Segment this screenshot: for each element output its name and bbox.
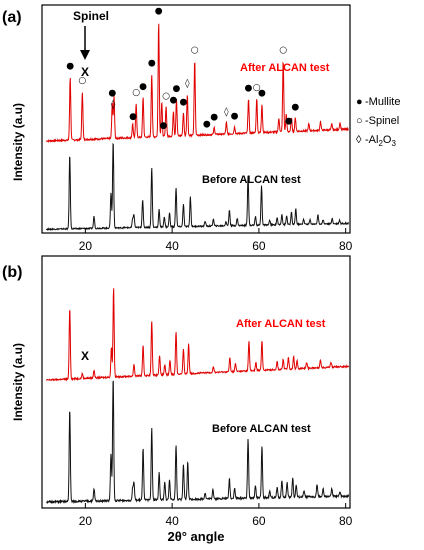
phase-marker: ● bbox=[155, 6, 163, 16]
phase-marker: ● bbox=[285, 116, 293, 126]
panel-b-x-mark: X bbox=[81, 349, 89, 363]
panel-a-plot-frame bbox=[41, 4, 351, 234]
phase-marker: ● bbox=[173, 84, 181, 94]
xrd-trace-before bbox=[46, 380, 350, 505]
legend-spinel-label: -Spinel bbox=[365, 115, 399, 127]
phase-marker: ◊ bbox=[111, 99, 116, 110]
phase-marker: ● bbox=[170, 96, 178, 106]
legend-al2o3-label: -Al2O3 bbox=[365, 134, 396, 148]
panel-a: (a) Intensity (a.u) ●○◊● ○●●●●●○ ●●●◊○●●◊ ●… bbox=[2, 4, 400, 253]
phase-marker: ○ bbox=[253, 83, 261, 93]
panel-a-label: (a) bbox=[2, 9, 22, 26]
phase-marker: ● bbox=[129, 112, 137, 122]
phase-marker: ● bbox=[108, 88, 116, 98]
xrd-trace-after bbox=[46, 23, 349, 144]
panel-b-label: (b) bbox=[2, 264, 22, 281]
phase-marker: ○ bbox=[191, 45, 199, 55]
legend-spinel-symbol: ○ bbox=[356, 115, 363, 127]
phase-marker: ● bbox=[258, 89, 266, 99]
legend-mullite-symbol: ● bbox=[356, 96, 363, 108]
phase-marker: ◊ bbox=[224, 106, 229, 117]
phase-marker: ● bbox=[66, 62, 74, 72]
panel-b-plot-frame bbox=[41, 255, 351, 509]
phase-marker: ○ bbox=[279, 45, 287, 55]
phase-marker: ● bbox=[139, 82, 147, 92]
phase-marker: ● bbox=[231, 112, 239, 122]
spinel-arrowhead bbox=[80, 50, 90, 60]
phase-marker: ○ bbox=[162, 91, 170, 101]
xrd-trace-before bbox=[45, 142, 350, 232]
panel-b-y-axis-label: Intensity (a.u) bbox=[11, 343, 25, 421]
panel-a-phase-markers: ●○◊● ○●●●●●○ ●●●◊○●●◊ ●● ○●○●● bbox=[66, 6, 299, 131]
panel-a-y-axis-label: Intensity (a.u) bbox=[11, 103, 25, 181]
spinel-arrow-label: Spinel bbox=[73, 9, 109, 23]
phase-marker: ● bbox=[203, 120, 211, 130]
phase-marker: ○ bbox=[78, 76, 86, 86]
phase-marker: ● bbox=[245, 83, 253, 93]
phase-legend: ● -Mullite ○ -Spinel ◊ -Al2O3 bbox=[356, 96, 400, 148]
x-tick-label: 80 bbox=[339, 239, 353, 253]
panel-b-after-label: After ALCAN test bbox=[236, 318, 326, 330]
panel-b: (b) Intensity (a.u) 20 40 60 80 X After ALC… bbox=[2, 255, 353, 544]
spinel-x-mark: X bbox=[81, 65, 89, 79]
panel-b-before-label: Before ALCAN test bbox=[212, 423, 311, 435]
x-tick-label: 80 bbox=[339, 514, 353, 528]
x-tick-label: 60 bbox=[252, 514, 266, 528]
legend-al2o3-symbol: ◊ bbox=[356, 134, 362, 146]
phase-marker: ● bbox=[210, 112, 218, 122]
panel-b-x-ticks: 20 40 60 80 bbox=[79, 503, 353, 528]
x-tick-label: 40 bbox=[165, 239, 179, 253]
legend-mullite-label: -Mullite bbox=[365, 96, 400, 108]
x-tick-label: 20 bbox=[79, 514, 93, 528]
x-tick-label: 20 bbox=[79, 239, 93, 253]
phase-marker: ● bbox=[291, 102, 299, 112]
panel-a-x-ticks: 20 40 60 80 bbox=[79, 228, 353, 253]
phase-marker: ● bbox=[179, 97, 187, 107]
xrd-trace-after bbox=[45, 288, 350, 382]
x-tick-label: 40 bbox=[165, 514, 179, 528]
phase-marker: ○ bbox=[132, 88, 140, 98]
panel-b-series-group bbox=[45, 288, 350, 505]
x-tick-label: 60 bbox=[252, 239, 266, 253]
x-axis-label: 2θ° angle bbox=[167, 529, 224, 544]
phase-marker: ◊ bbox=[185, 78, 190, 89]
panel-a-before-label: Before ALCAN test bbox=[202, 174, 301, 186]
phase-marker: ● bbox=[148, 58, 156, 68]
panel-a-series-group bbox=[45, 23, 350, 232]
panel-a-after-label: After ALCAN test bbox=[240, 62, 330, 74]
phase-marker: ● bbox=[160, 121, 168, 131]
